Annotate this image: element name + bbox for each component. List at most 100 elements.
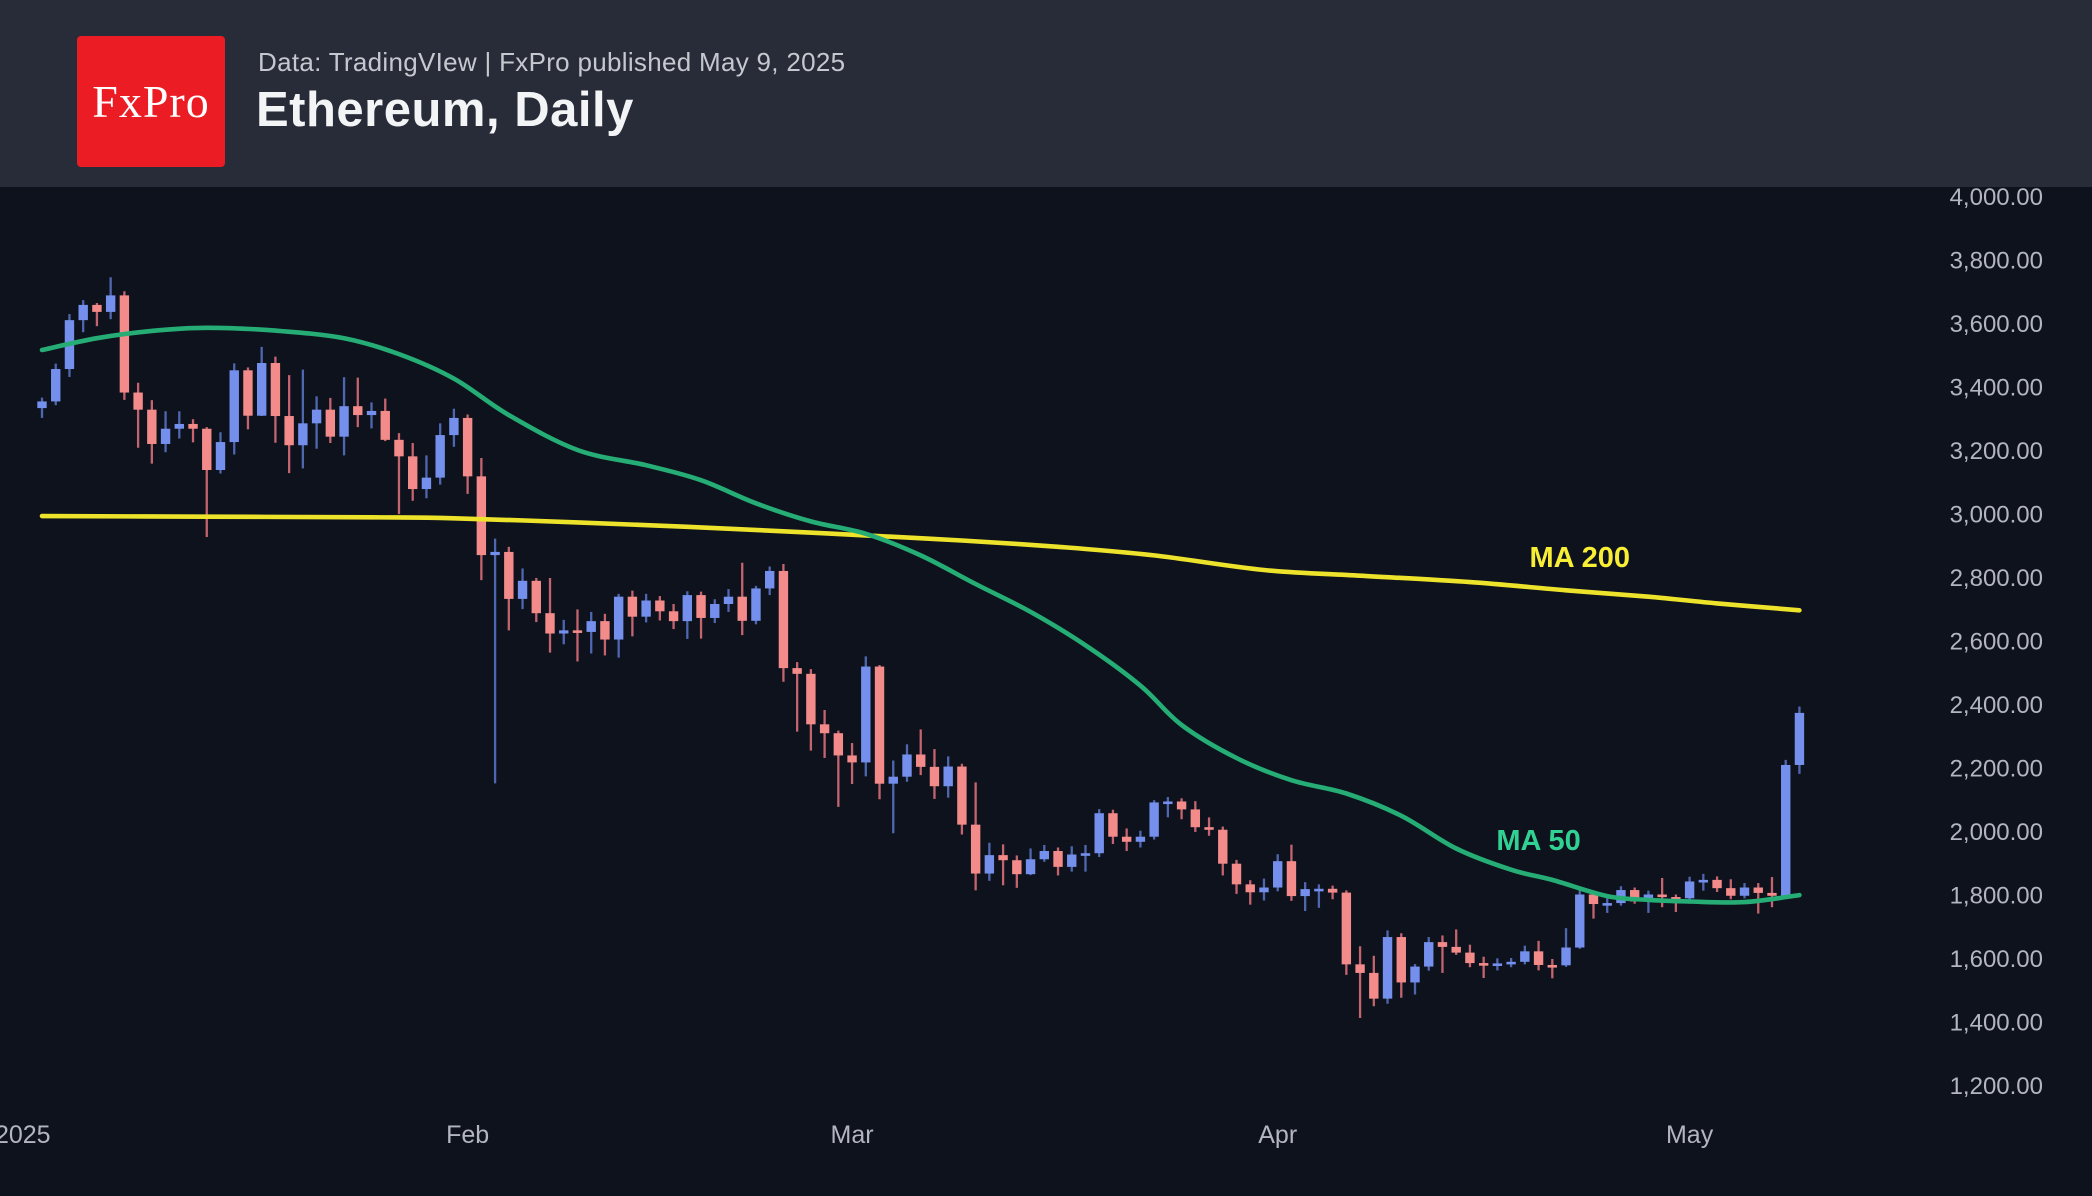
candle-body [1327,888,1338,893]
candle-body [1437,942,1448,947]
candle-body [51,369,61,402]
candle-body [1684,881,1695,899]
candle-body [1080,853,1091,856]
chart-source-caption: Data: TradingVIew | FxPro published May … [258,47,846,77]
candle-body [1602,903,1612,906]
candle-body [1163,801,1173,805]
x-axis-label: 2025 [0,1121,51,1149]
candle-body [833,733,844,756]
candle-body [1108,813,1118,837]
candle-body [1273,861,1283,888]
candle-body [764,570,775,589]
candle-body [655,600,665,612]
y-axis-label: 1,200.00 [1950,1073,2043,1100]
candle-body [449,417,459,436]
candle-body [229,370,239,443]
candle-body [1053,851,1063,867]
candle-body [408,456,418,490]
candle-body [1575,894,1585,948]
candle-body [37,401,47,409]
y-axis-label: 3,200.00 [1950,438,2043,465]
candle-body [751,588,761,621]
candle-body [339,406,349,437]
y-axis-label: 1,600.00 [1950,946,2043,973]
y-axis-label: 3,000.00 [1950,502,2043,529]
y-axis-label: 4,000.00 [1950,184,2043,211]
candle-body [1794,712,1805,765]
candle-body [1286,861,1297,897]
candle-body [215,442,226,471]
candle-body [737,596,747,621]
candle-body [188,423,198,429]
candle-body [1657,894,1667,898]
candle-body [1671,897,1681,900]
candle-body [696,595,706,618]
candle-body [1025,859,1036,875]
candle-body [1588,894,1599,905]
y-axis-label: 2,600.00 [1950,629,2043,656]
candle-body [1753,887,1763,893]
candle-body [723,596,734,604]
y-axis-label: 3,600.00 [1950,311,2043,338]
candle-body [202,428,212,471]
candle-body [462,417,473,477]
candle-body [1698,879,1709,883]
candle-body [1121,836,1132,842]
candle-body [641,600,651,617]
fxpro-logo: FxPro [77,36,225,167]
candle-body [1410,966,1420,983]
candle-body [1012,860,1022,875]
candle-body [1204,827,1214,830]
candle-body [1355,964,1365,973]
candle-body [1067,854,1077,867]
x-axis-label: Apr [1258,1121,1297,1149]
candle-body [92,304,102,312]
fxpro-logo-text: FxPro [92,76,210,127]
candle-body [1259,887,1269,893]
candle-body [1341,892,1352,965]
ma200-line [39,513,1802,613]
candle-body [421,477,432,490]
candle-body [298,423,308,446]
candle-body [1300,889,1310,897]
candle-body [970,824,981,874]
ma50-label: MA 50 [1496,825,1580,857]
candle-body [861,666,871,763]
candle-body [778,570,789,669]
candle-body [668,611,679,622]
candle-body [613,596,624,640]
candle-body [1231,863,1242,885]
candle-body [270,363,281,417]
ma200-label: MA 200 [1530,542,1630,574]
candle-body [1712,879,1722,889]
candle-body [1382,937,1393,999]
candle-body [1451,946,1461,953]
header-bar: FxPro Data: TradingVIew | FxPro publishe… [0,0,2092,187]
candle-body [1190,809,1201,828]
candle-body [710,603,720,618]
candle-body [1369,972,1379,999]
candle-body [504,551,514,599]
candle-body [284,416,294,446]
candle-body [682,595,693,622]
candle-body [133,392,143,410]
candle-body [1478,963,1489,966]
candle-body [1726,888,1736,896]
candle-body [1465,952,1475,964]
ma50-line [39,325,1802,905]
candle-body [119,295,130,393]
candle-body [1767,892,1777,896]
candle-body [1506,961,1516,965]
x-axis-label: May [1666,1121,1714,1149]
candle-body [1561,947,1571,966]
candle-body [1149,802,1159,837]
candle-body [984,855,995,874]
candle-body [902,754,912,777]
candle-body [806,673,816,725]
candle-body [1739,887,1750,896]
y-axis-label: 2,800.00 [1950,565,2043,592]
candle-body [998,855,1008,861]
candle-body [517,580,528,599]
candle-body [1547,964,1557,968]
